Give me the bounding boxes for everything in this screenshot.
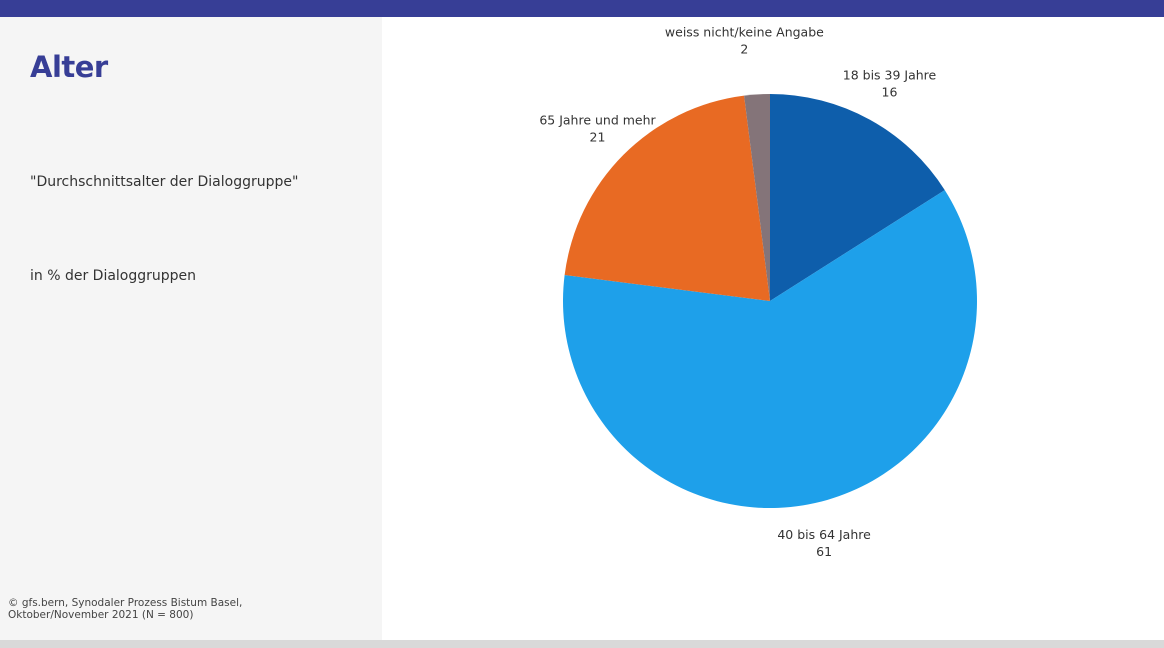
pie-slice-unknown <box>744 94 770 301</box>
pie-chart: 18 bis 39 Jahre 16 40 bis 64 Jahre 61 65 Jah… <box>539 24 977 559</box>
pie-slice-18-39 <box>770 94 945 301</box>
source-note: © gfs.bern, Synodaler Prozess Bistum Bas… <box>8 597 308 621</box>
slice-label-18-39: 18 bis 39 Jahre 16 <box>843 68 937 100</box>
slice-label-name: 40 bis 64 Jahre <box>777 527 871 542</box>
chart-subtitle: "Durchschnittsalter der Dialoggruppe" <box>30 174 299 190</box>
top-accent-bar <box>0 0 1164 17</box>
source-line-2: Oktober/November 2021 (N = 800) <box>8 608 194 621</box>
slice-label-unknown: weiss nicht/keine Angabe 2 <box>665 24 824 56</box>
unit-label: in % der Dialoggruppen <box>30 268 197 284</box>
pie-slice-40-64 <box>562 190 977 508</box>
pie-slice-65-plus <box>564 95 770 301</box>
slice-label-40-64: 40 bis 64 Jahre 61 <box>777 527 871 559</box>
source-line-1: © gfs.bern, Synodaler Prozess Bistum Bas… <box>8 597 243 609</box>
slice-label-value: 16 <box>882 85 898 100</box>
slice-label-65-plus: 65 Jahre und mehr 21 <box>539 113 656 145</box>
slice-label-value: 21 <box>590 130 606 145</box>
slice-label-value: 2 <box>740 41 748 56</box>
slice-label-name: 18 bis 39 Jahre <box>843 68 937 83</box>
slice-label-name: weiss nicht/keine Angabe <box>665 24 824 39</box>
left-panel <box>0 17 382 640</box>
slice-label-value: 61 <box>816 544 832 559</box>
slice-label-name: 65 Jahre und mehr <box>539 113 656 128</box>
bottom-bar <box>0 640 1164 648</box>
page-title: Alter <box>30 50 108 84</box>
